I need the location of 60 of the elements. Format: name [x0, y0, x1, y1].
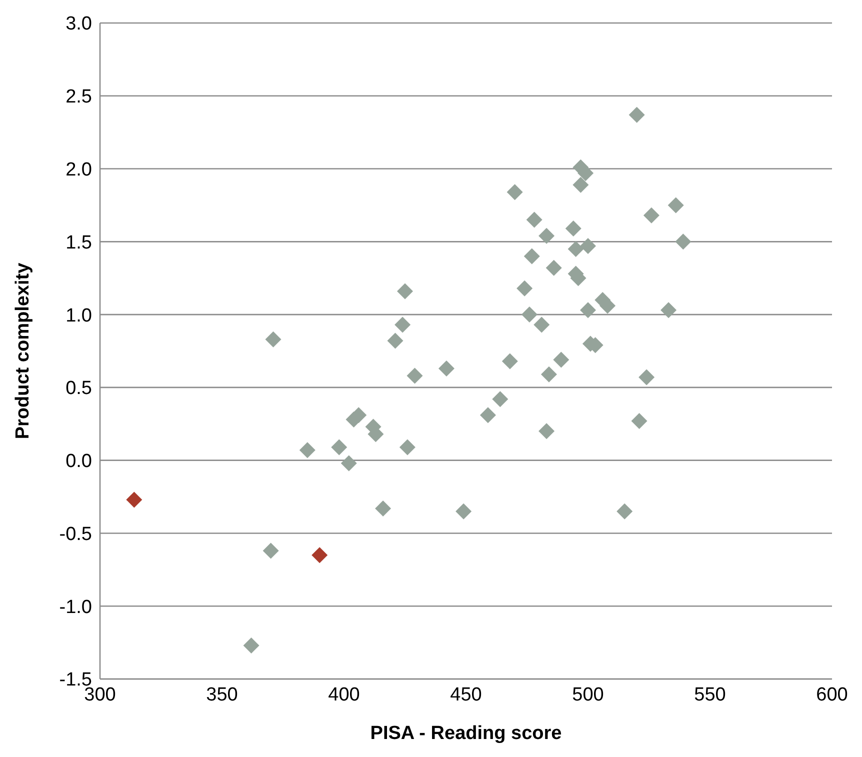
point	[638, 369, 655, 386]
point	[502, 353, 518, 370]
point	[616, 503, 633, 520]
y-tick-label: 2.5	[66, 86, 92, 108]
point	[312, 547, 328, 564]
y-tick-label: 3.0	[66, 14, 92, 35]
y-tick-label: 1.5	[66, 232, 92, 254]
point	[534, 316, 550, 333]
y-tick-label: 0.0	[66, 451, 92, 472]
point	[538, 423, 555, 440]
point	[399, 439, 416, 456]
x-tick-label: 350	[206, 684, 238, 706]
point	[524, 248, 540, 264]
y-tick-label: 1.0	[66, 305, 92, 326]
y-tick-label: -1.0	[59, 596, 92, 618]
point	[565, 220, 582, 237]
x-tick-label: 450	[450, 684, 482, 706]
point	[492, 391, 508, 408]
point	[480, 407, 496, 424]
point	[568, 240, 584, 257]
point	[660, 302, 677, 318]
y-axis-title: Product complexity	[12, 262, 34, 440]
point	[675, 234, 692, 250]
point	[580, 238, 596, 254]
point	[643, 207, 660, 224]
point	[668, 197, 684, 214]
y-tick-label: 2.0	[66, 160, 92, 181]
point	[265, 331, 282, 348]
point	[262, 542, 279, 559]
point	[375, 500, 392, 516]
point	[456, 503, 472, 520]
point	[506, 184, 523, 200]
point	[397, 283, 413, 300]
point	[553, 352, 570, 368]
x-tick-label: 400	[328, 684, 360, 706]
point	[340, 455, 357, 472]
point	[521, 306, 538, 323]
point	[516, 280, 533, 296]
x-tick-label: 550	[694, 684, 726, 706]
point	[572, 176, 589, 193]
point	[580, 302, 596, 318]
point	[243, 637, 260, 654]
point	[394, 316, 411, 333]
point	[126, 492, 142, 508]
point	[546, 260, 562, 276]
point	[387, 332, 404, 349]
point	[438, 360, 454, 376]
point	[628, 106, 645, 123]
point	[299, 442, 316, 458]
point	[406, 368, 423, 384]
x-tick-label: 500	[572, 684, 604, 706]
point	[540, 366, 557, 382]
point	[538, 228, 555, 244]
point	[331, 439, 348, 456]
x-tick-label: 600	[816, 684, 848, 706]
y-tick-label: -0.5	[59, 524, 92, 545]
y-tick-label: 0.5	[66, 378, 92, 400]
point	[526, 212, 542, 228]
point	[631, 412, 648, 429]
x-axis-title: PISA - Reading score	[370, 723, 562, 744]
